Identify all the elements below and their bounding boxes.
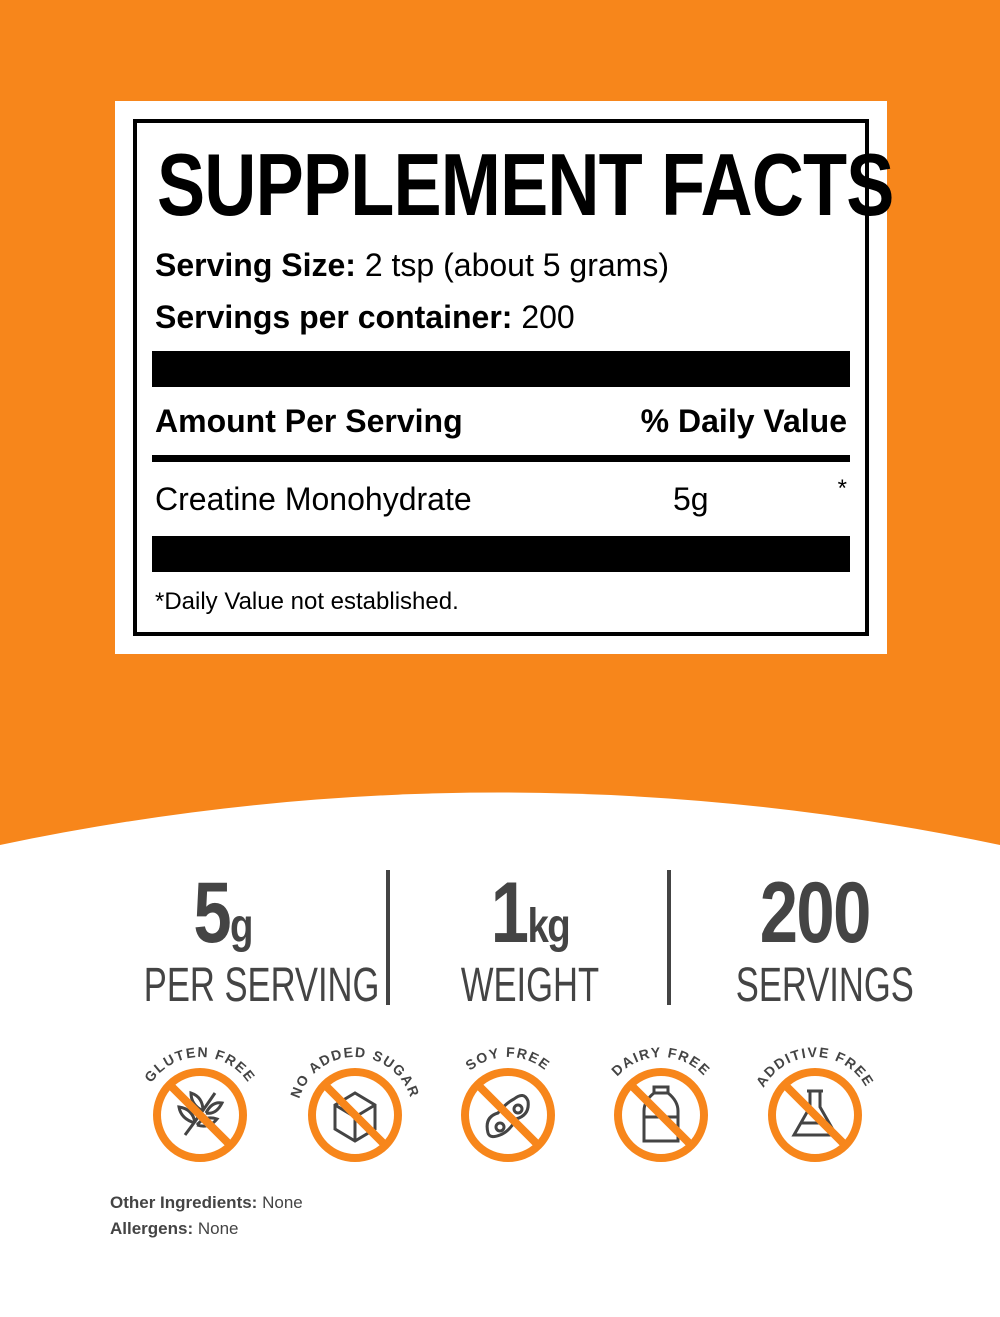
prohibited-slash bbox=[167, 1082, 233, 1148]
badge-soy-free: SOY FREE bbox=[461, 1044, 555, 1162]
stat-per-serving: 5g PER SERVING bbox=[143, 865, 380, 1012]
servings-per-container: Servings per container: 200 bbox=[155, 299, 575, 335]
badge-label: ADDITIVE FREE bbox=[752, 1044, 877, 1090]
badge-additive-free: ADDITIVE FREE bbox=[752, 1044, 877, 1162]
badge-dairy-free: DAIRY FREE bbox=[608, 1044, 712, 1162]
divider-bar bbox=[152, 455, 850, 462]
prohibited-circle-icon bbox=[308, 1068, 402, 1162]
divider-bar bbox=[152, 351, 850, 387]
prohibited-slash bbox=[628, 1082, 694, 1148]
prohibited-circle-icon bbox=[153, 1068, 247, 1162]
prohibited-circle-icon bbox=[768, 1068, 862, 1162]
stat-weight: 1kg WEIGHT bbox=[460, 865, 600, 1012]
serving-size: Serving Size: 2 tsp (about 5 grams) bbox=[155, 247, 669, 283]
badge-no-added-sugar: NO ADDED SUGAR bbox=[287, 1044, 422, 1162]
divider-bar bbox=[152, 536, 850, 572]
amount-header: Amount Per Serving bbox=[155, 403, 463, 439]
stat-divider bbox=[667, 870, 671, 1005]
footnote: *Daily Value not established. bbox=[155, 588, 459, 615]
other-ingredients: Other Ingredients: None bbox=[110, 1193, 303, 1212]
facts-title: SUPPLEMENT FACTS bbox=[157, 135, 894, 234]
ingredient-amount: 5g bbox=[673, 481, 709, 517]
stat-servings: 200 SERVINGS bbox=[735, 865, 914, 1012]
supplement-facts-panel: SUPPLEMENT FACTS Serving Size: 2 tsp (ab… bbox=[115, 101, 894, 654]
prohibited-circle-icon bbox=[614, 1068, 708, 1162]
ingredient-name: Creatine Monohydrate bbox=[155, 481, 472, 517]
prohibited-slash bbox=[475, 1082, 541, 1148]
ingredient-dv: * bbox=[837, 475, 847, 502]
dv-header: % Daily Value bbox=[640, 403, 847, 439]
prohibited-slash bbox=[322, 1082, 388, 1148]
prohibited-slash bbox=[782, 1082, 848, 1148]
soybean-icon bbox=[485, 1094, 530, 1139]
badges-row: GLUTEN FREE NO ADDED SUGAR SOY FREE DAIR… bbox=[141, 1044, 877, 1162]
stat-divider bbox=[386, 870, 390, 1005]
badge-label: GLUTEN FREE bbox=[141, 1044, 259, 1085]
allergens: Allergens: None bbox=[110, 1219, 239, 1238]
prohibited-circle-icon bbox=[461, 1068, 555, 1162]
badge-gluten-free: GLUTEN FREE bbox=[141, 1044, 259, 1162]
